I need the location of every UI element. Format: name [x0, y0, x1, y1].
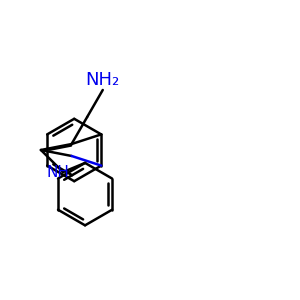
Text: NH₂: NH₂: [85, 70, 120, 88]
Text: NH: NH: [47, 165, 70, 180]
